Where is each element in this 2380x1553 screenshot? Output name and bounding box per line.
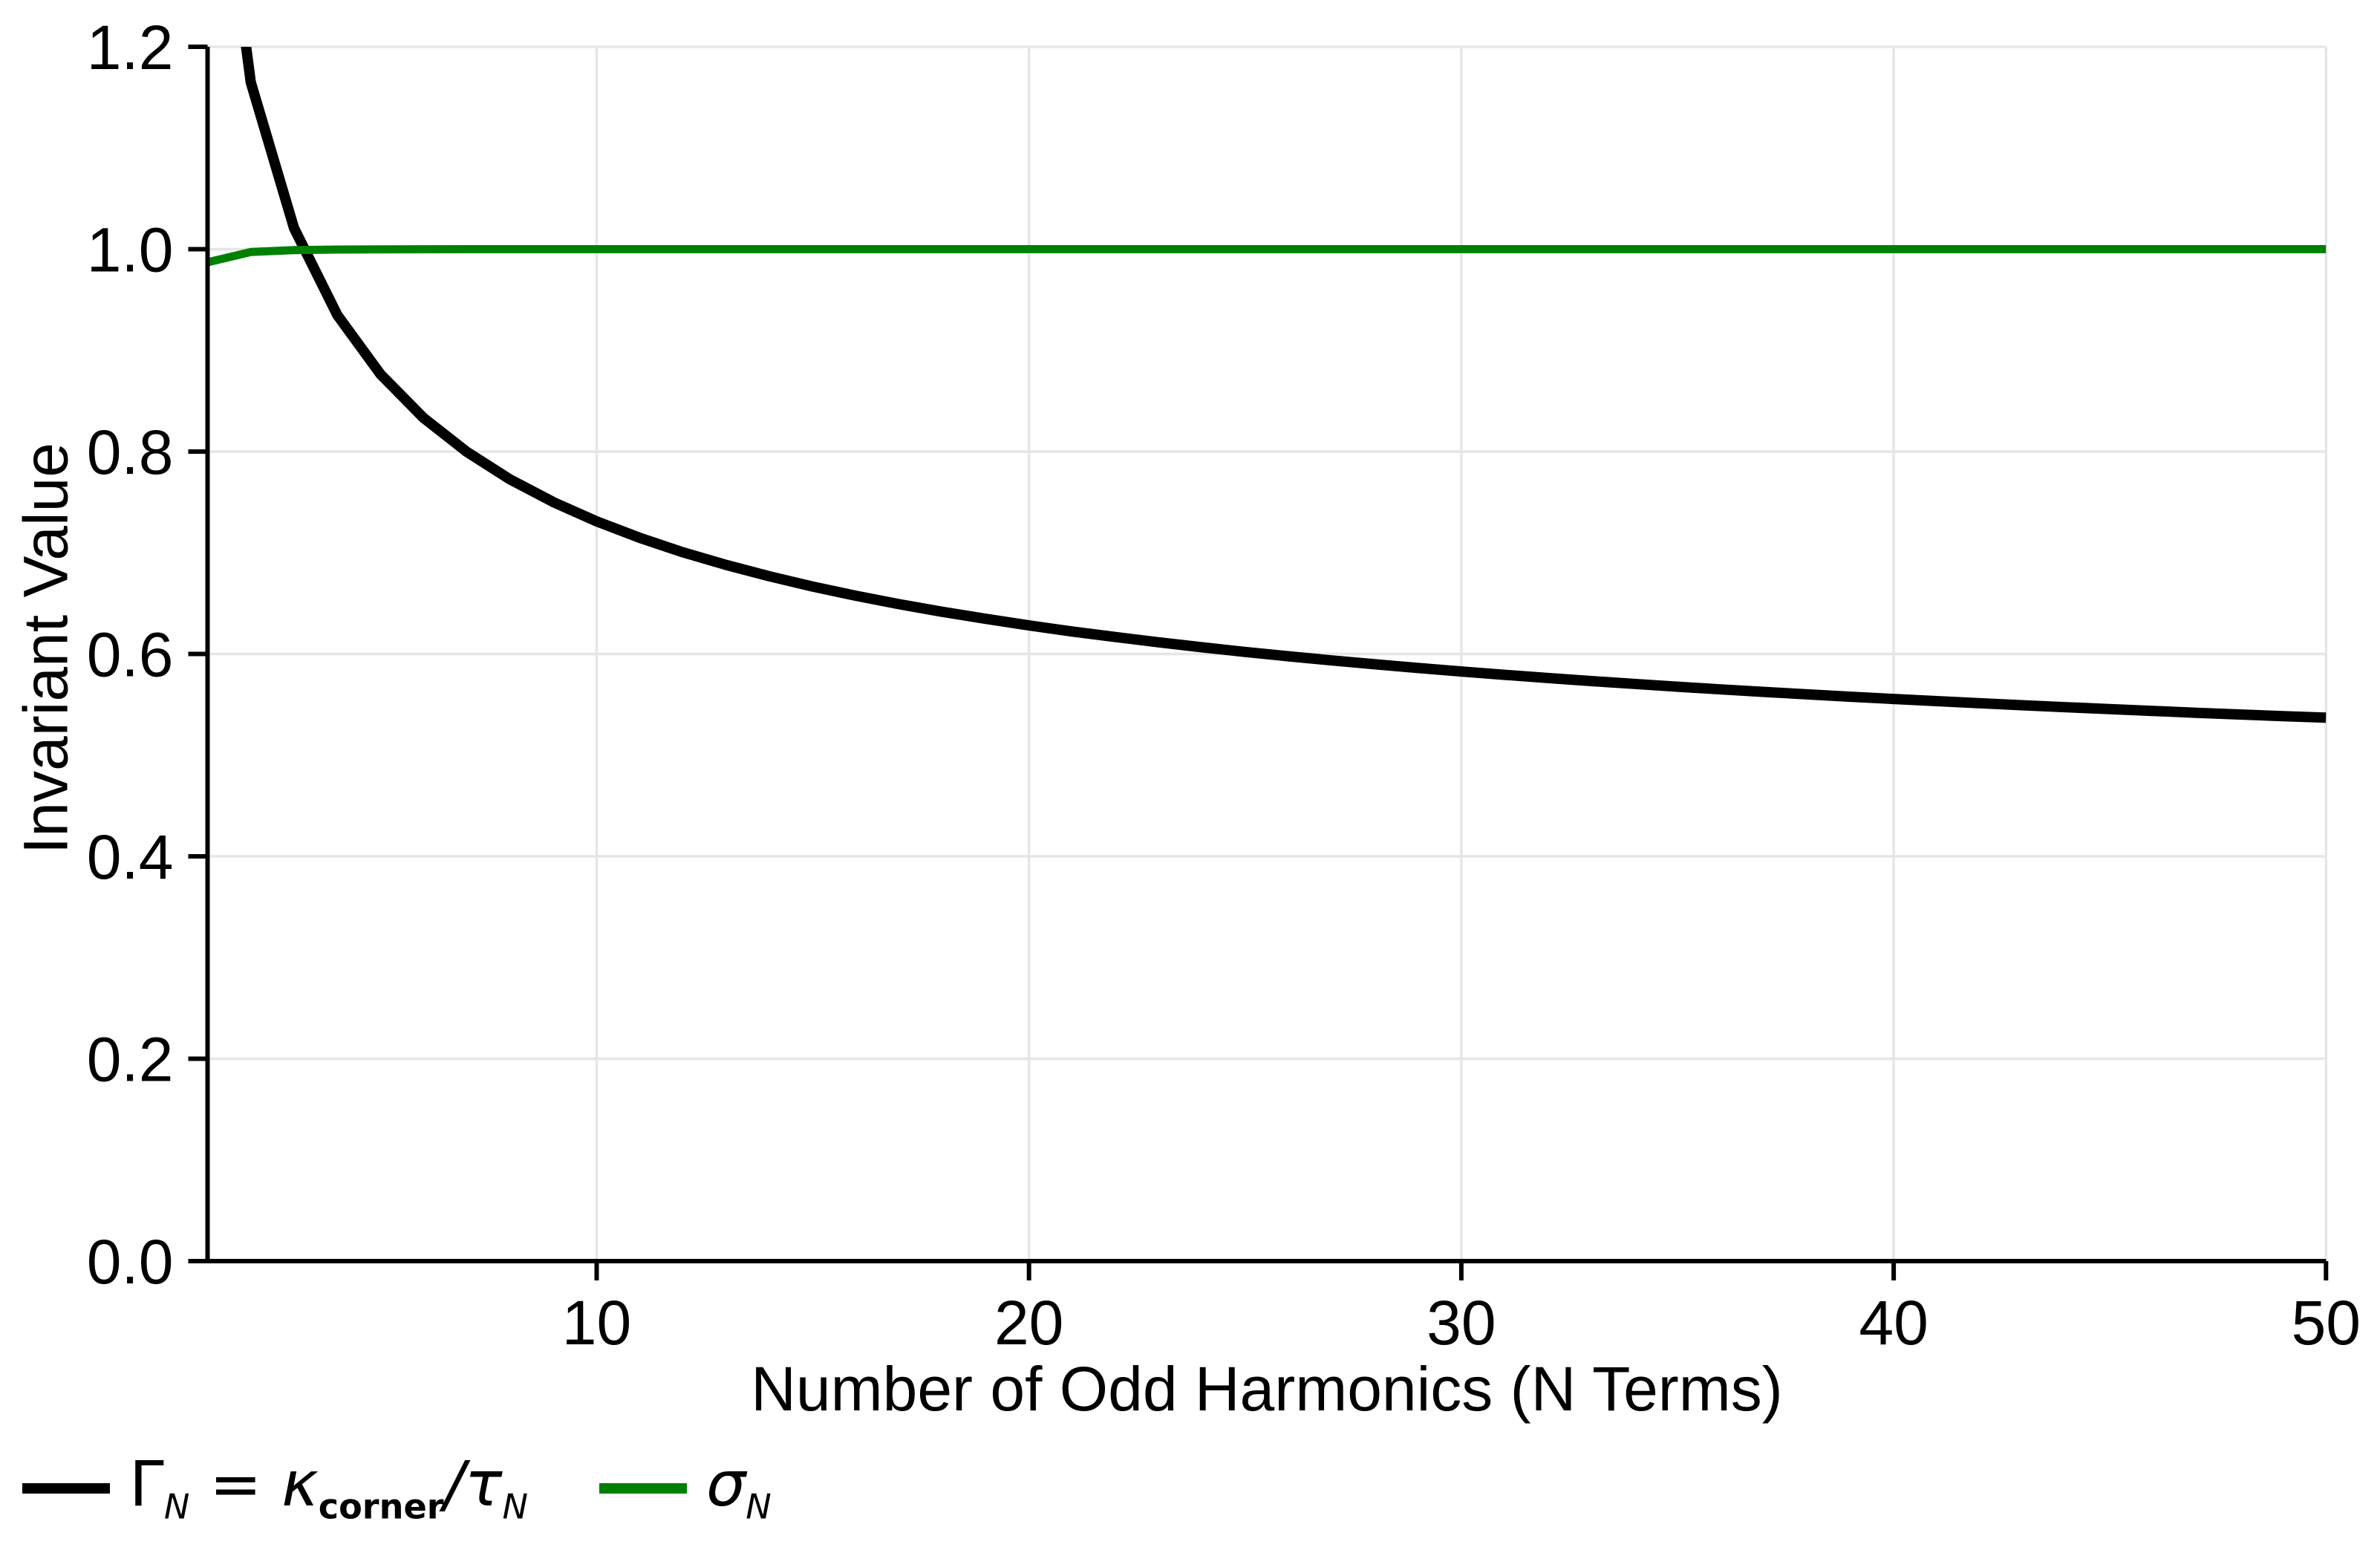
- y-tick-label: 0.6: [87, 620, 174, 690]
- x-tick-label: 30: [1427, 1288, 1496, 1358]
- x-tick-label: 20: [994, 1288, 1063, 1358]
- y-tick-label: 0.4: [87, 822, 174, 892]
- legend-item-sigma: σN: [599, 1453, 772, 1524]
- series-line-gamma_ratio: [241, 47, 2327, 723]
- x-tick-label: 10: [562, 1288, 631, 1358]
- legend-label-gamma_ratio: ΓN = κcorner/τN: [129, 1448, 529, 1527]
- series-line-sigma: [207, 245, 2327, 267]
- legend-swatch-gamma_ratio: [22, 1482, 110, 1494]
- y-tick-label: 1.0: [87, 215, 174, 285]
- legend-swatch-sigma: [599, 1482, 688, 1494]
- x-tick-label: 50: [2292, 1288, 2361, 1358]
- legend: ΓN = κcorner/τN σN: [22, 1453, 772, 1524]
- y-tick-label: 0.2: [87, 1025, 174, 1095]
- y-tick-label: 0.0: [87, 1227, 174, 1297]
- y-tick-label: 1.2: [87, 13, 174, 82]
- x-tick-label: 40: [1859, 1288, 1928, 1358]
- y-axis-title: Invariant Value: [10, 442, 81, 855]
- y-tick-label: 0.8: [87, 417, 174, 487]
- legend-label-sigma: σN: [706, 1448, 772, 1527]
- legend-item-gamma_ratio: ΓN = κcorner/τN: [22, 1453, 528, 1524]
- x-axis-title: Number of Odd Harmonics (N Terms): [751, 1354, 1783, 1424]
